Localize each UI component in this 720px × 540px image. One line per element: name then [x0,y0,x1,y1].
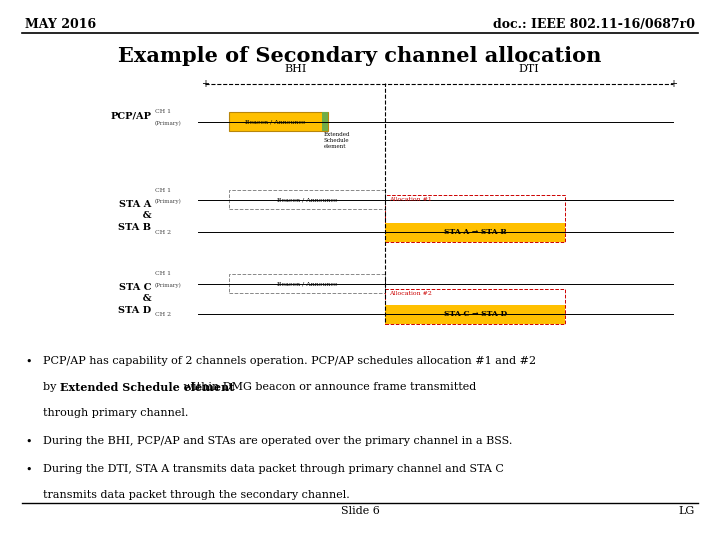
Bar [322,112,328,131]
Text: +: + [669,79,678,89]
Text: Example of Secondary channel allocation: Example of Secondary channel allocation [118,46,602,66]
Text: within DMG beacon or announce frame transmitted: within DMG beacon or announce frame tran… [180,382,476,393]
Text: MAY 2016: MAY 2016 [25,18,96,31]
FancyBboxPatch shape [385,222,565,241]
Text: During the DTI, STA A transmits data packet through primary channel and STA C: During the DTI, STA A transmits data pac… [43,464,504,475]
Text: STA C
  &
STA D: STA C & STA D [118,282,151,315]
Text: (Primary): (Primary) [155,120,181,126]
Text: transmits data packet through the secondary channel.: transmits data packet through the second… [43,490,350,501]
Text: through primary channel.: through primary channel. [43,408,189,418]
Text: STA C → STA D: STA C → STA D [444,310,507,318]
Text: Allocation #2: Allocation #2 [389,291,432,295]
Text: •: • [25,464,32,475]
Text: CH 1: CH 1 [155,188,171,193]
Text: STA A → STA B: STA A → STA B [444,228,507,236]
Text: (Primary): (Primary) [155,282,181,288]
FancyBboxPatch shape [385,305,565,324]
Text: CH 1: CH 1 [155,272,171,276]
Text: Beacon / Announce: Beacon / Announce [276,281,338,286]
Text: Extended
Schedule
element: Extended Schedule element [324,132,351,148]
Text: PCP/AP has capability of 2 channels operation. PCP/AP schedules allocation #1 an: PCP/AP has capability of 2 channels oper… [43,356,536,367]
Text: •: • [25,356,32,367]
FancyBboxPatch shape [229,190,385,209]
Text: Beacon / Announce: Beacon / Announce [245,119,306,124]
Text: DTI: DTI [519,64,539,74]
Text: Extended Schedule element: Extended Schedule element [60,382,234,393]
Text: Slide 6: Slide 6 [341,506,379,516]
Text: CH 2: CH 2 [155,230,171,235]
Text: (Primary): (Primary) [155,199,181,204]
FancyBboxPatch shape [229,274,385,293]
Text: Allocation #1: Allocation #1 [389,197,432,202]
Text: Beacon / Announce: Beacon / Announce [276,197,338,202]
Text: BHI: BHI [284,64,307,74]
FancyBboxPatch shape [229,112,328,131]
Text: During the BHI, PCP/AP and STAs are operated over the primary channel in a BSS.: During the BHI, PCP/AP and STAs are oper… [43,436,513,447]
Text: PCP/AP: PCP/AP [110,112,151,120]
Text: by: by [43,382,60,393]
Text: CH 1: CH 1 [155,110,171,114]
Text: CH 2: CH 2 [155,312,171,317]
Text: +: + [201,79,210,89]
Text: LG: LG [678,506,695,516]
Text: doc.: IEEE 802.11-16/0687r0: doc.: IEEE 802.11-16/0687r0 [492,18,695,31]
Text: •: • [25,436,32,447]
Text: STA A
  &
STA B: STA A & STA B [118,200,151,232]
